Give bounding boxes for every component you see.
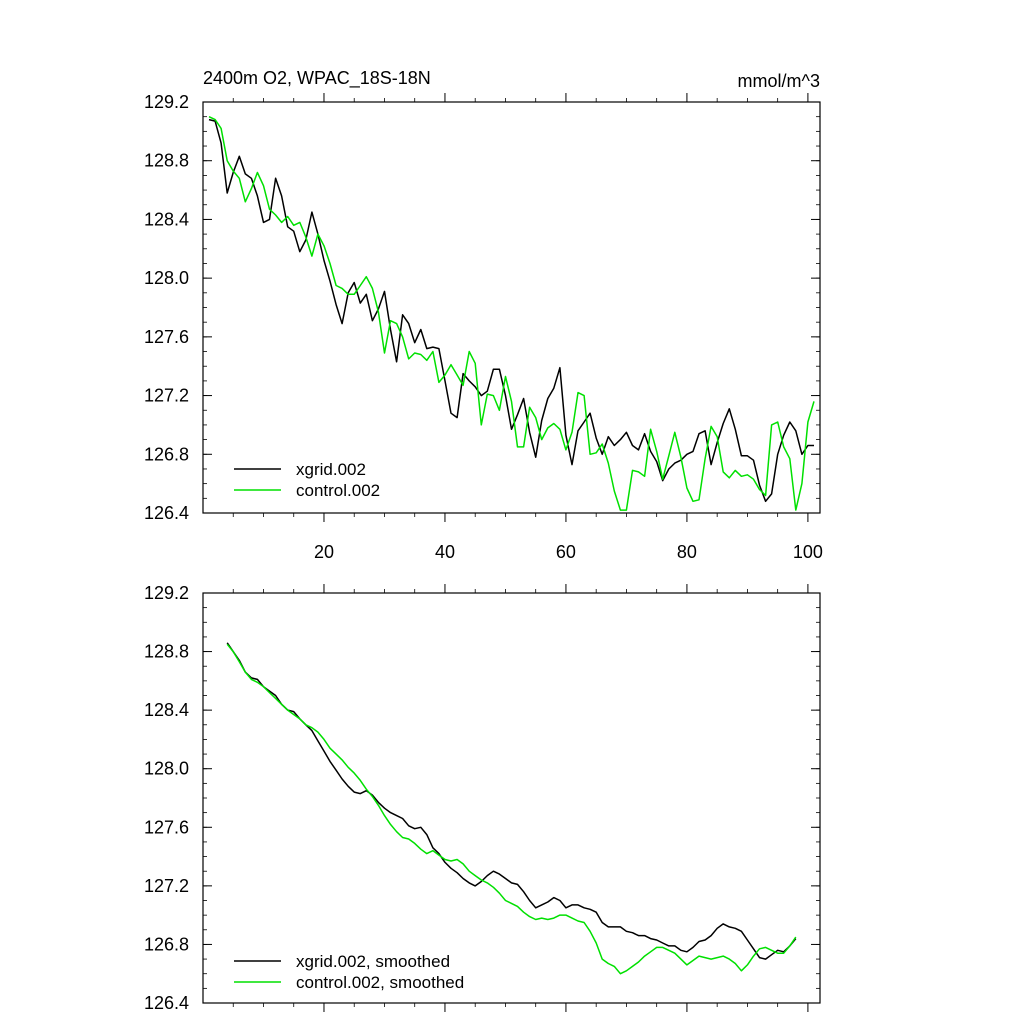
x-tick-label: 60 [556, 542, 576, 562]
series-line-xgrid-bottom [226, 642, 797, 960]
unit-label: mmol/m^3 [738, 71, 820, 91]
x-tick-label: 80 [677, 542, 697, 562]
panel-top: 2400m O2, WPAC_18S-18N mmol/m^3 129.2 128… [144, 68, 823, 562]
x-ticks-top: 20 40 60 80 100 [232, 93, 823, 562]
legend-top: xgrid.002 control.002 [234, 460, 380, 500]
legend-label-xgrid-smoothed: xgrid.002, smoothed [296, 952, 450, 971]
y-ticks-bottom: 129.2 128.8 128.4 128.0 127.6 127.2 126.8 126.4 [144, 583, 820, 1013]
y-tick-label: 126.4 [144, 993, 189, 1013]
series-layer-top [208, 116, 815, 511]
y-tick-label: 129.2 [144, 583, 189, 603]
plot-frame-top [202, 101, 821, 514]
x-tick-label: 20 [314, 542, 334, 562]
x-ticks-bottom [232, 584, 809, 1012]
y-tick-label: 127.2 [144, 386, 189, 406]
series-line-xgrid-top [208, 118, 814, 503]
legend-label-control: control.002 [296, 481, 380, 500]
y-tick-label: 126.4 [144, 503, 189, 523]
legend-label-control-smoothed: control.002, smoothed [296, 973, 464, 992]
plot-frame-bottom [202, 592, 821, 1004]
y-tick-label: 128.8 [144, 151, 189, 171]
legend-label-xgrid: xgrid.002 [296, 460, 366, 479]
series-layer-bottom [226, 642, 797, 975]
y-tick-label: 128.0 [144, 268, 189, 288]
y-tick-label: 127.6 [144, 327, 189, 347]
y-tick-label: 126.8 [144, 444, 189, 464]
x-tick-label: 40 [435, 542, 455, 562]
series-line-control-top [208, 116, 815, 511]
y-ticks-top: 129.2 128.8 128.4 128.0 127.6 127.2 126.8 126.4 [144, 92, 820, 523]
y-tick-label: 128.4 [144, 700, 189, 720]
y-tick-label: 128.0 [144, 759, 189, 779]
y-tick-label: 126.8 [144, 934, 189, 954]
panel-bottom: 129.2 128.8 128.4 128.0 127.6 127.2 126.8 126.4… [144, 583, 821, 1013]
y-tick-label: 128.8 [144, 642, 189, 662]
chart-title: 2400m O2, WPAC_18S-18N [203, 68, 431, 89]
series-line-control-bottom [226, 643, 797, 975]
y-tick-label: 127.2 [144, 876, 189, 896]
x-tick-label: 100 [793, 542, 823, 562]
y-tick-label: 129.2 [144, 92, 189, 112]
legend-bottom: xgrid.002, smoothed control.002, smoothe… [234, 952, 464, 992]
y-tick-label: 127.6 [144, 817, 189, 837]
y-tick-label: 128.4 [144, 209, 189, 229]
